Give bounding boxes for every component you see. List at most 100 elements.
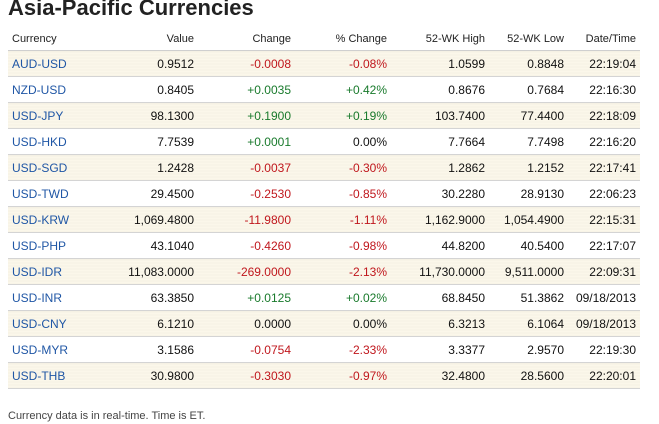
change-cell: -0.4260 <box>198 232 295 259</box>
table-row: USD-SGD 1.2428 -0.0037 -0.30% 1.2862 1.2152 22… <box>8 154 640 181</box>
high-52wk-cell: 32.4800 <box>391 362 489 389</box>
currency-pair-link[interactable]: USD-KRW <box>12 212 70 227</box>
value-cell: 11,083.0000 <box>100 258 198 285</box>
low-52wk-cell: 0.8848 <box>489 50 568 77</box>
datetime-cell: 22:16:30 <box>568 76 640 103</box>
currency-pair-link[interactable]: USD-PHP <box>12 238 67 253</box>
pct-change-cell: -0.30% <box>295 154 391 181</box>
high-52wk-cell: 7.7664 <box>391 128 489 155</box>
value-cell: 0.8405 <box>100 76 198 103</box>
datetime-cell: 22:17:07 <box>568 232 640 259</box>
currency-cell: USD-TWD <box>8 180 100 207</box>
low-52wk-cell: 7.7498 <box>489 128 568 155</box>
pct-change-cell: 0.00% <box>295 128 391 155</box>
currency-table: Currency Value Change % Change 52-WK Hig… <box>8 27 640 389</box>
high-52wk-cell: 68.8450 <box>391 284 489 311</box>
value-cell: 3.1586 <box>100 336 198 363</box>
high-52wk-cell: 0.8676 <box>391 76 489 103</box>
currency-pair-link[interactable]: USD-IDR <box>12 264 62 279</box>
datetime-cell: 22:19:30 <box>568 336 640 363</box>
high-52wk-cell: 30.2280 <box>391 180 489 207</box>
table-row: AUD-USD 0.9512 -0.0008 -0.08% 1.0599 0.8848 22… <box>8 50 640 77</box>
currency-pair-link[interactable]: USD-TWD <box>12 186 69 201</box>
column-header-change: Change <box>198 27 295 51</box>
change-cell: -0.0037 <box>198 154 295 181</box>
datetime-cell: 22:06:23 <box>568 180 640 207</box>
table-row: USD-CNY 6.1210 0.0000 0.00% 6.3213 6.1064 09/1… <box>8 310 640 337</box>
currency-pair-link[interactable]: USD-JPY <box>12 108 64 123</box>
currency-cell: USD-INR <box>8 284 100 311</box>
pct-change-cell: +0.42% <box>295 76 391 103</box>
change-cell: +0.0125 <box>198 284 295 311</box>
column-header-52wk-low: 52-WK Low <box>489 27 568 51</box>
column-header-datetime: Date/Time <box>568 27 640 51</box>
currency-cell: NZD-USD <box>8 76 100 103</box>
table-body: AUD-USD 0.9512 -0.0008 -0.08% 1.0599 0.8848 22… <box>8 50 640 389</box>
column-header-currency: Currency <box>8 27 100 51</box>
currency-pair-link[interactable]: USD-MYR <box>12 342 68 357</box>
currency-cell: AUD-USD <box>8 50 100 77</box>
high-52wk-cell: 103.7400 <box>391 102 489 129</box>
change-cell: +0.0035 <box>198 76 295 103</box>
change-cell: -0.0754 <box>198 336 295 363</box>
pct-change-cell: -0.98% <box>295 232 391 259</box>
currency-cell: USD-CNY <box>8 310 100 337</box>
datetime-cell: 09/18/2013 <box>568 310 640 337</box>
column-header-52wk-high: 52-WK High <box>391 27 489 51</box>
change-cell: +0.1900 <box>198 102 295 129</box>
change-cell: -0.3030 <box>198 362 295 389</box>
pct-change-cell: +0.19% <box>295 102 391 129</box>
low-52wk-cell: 28.5600 <box>489 362 568 389</box>
low-52wk-cell: 6.1064 <box>489 310 568 337</box>
high-52wk-cell: 1.0599 <box>391 50 489 77</box>
pct-change-cell: +0.02% <box>295 284 391 311</box>
currency-cell: USD-KRW <box>8 206 100 233</box>
currency-cell: USD-THB <box>8 362 100 389</box>
currency-cell: USD-JPY <box>8 102 100 129</box>
currency-pair-link[interactable]: AUD-USD <box>12 56 67 71</box>
table-header-row: Currency Value Change % Change 52-WK Hig… <box>8 27 640 51</box>
currency-pair-link[interactable]: USD-SGD <box>12 160 68 175</box>
currency-pair-link[interactable]: USD-CNY <box>12 316 67 331</box>
table-row: NZD-USD 0.8405 +0.0035 +0.42% 0.8676 0.7684 22… <box>8 76 640 103</box>
low-52wk-cell: 40.5400 <box>489 232 568 259</box>
datetime-cell: 22:18:09 <box>568 102 640 129</box>
change-cell: -0.0008 <box>198 50 295 77</box>
high-52wk-cell: 6.3213 <box>391 310 489 337</box>
pct-change-cell: -1.11% <box>295 206 391 233</box>
value-cell: 63.3850 <box>100 284 198 311</box>
currency-pair-link[interactable]: USD-THB <box>12 368 66 383</box>
currency-pair-link[interactable]: NZD-USD <box>12 82 66 97</box>
table-row: USD-HKD 7.7539 +0.0001 0.00% 7.7664 7.7498 22:… <box>8 128 640 155</box>
currency-pair-link[interactable]: USD-HKD <box>12 134 67 149</box>
pct-change-cell: -0.97% <box>295 362 391 389</box>
value-cell: 1,069.4800 <box>100 206 198 233</box>
value-cell: 7.7539 <box>100 128 198 155</box>
value-cell: 29.4500 <box>100 180 198 207</box>
value-cell: 1.2428 <box>100 154 198 181</box>
currency-cell: USD-MYR <box>8 336 100 363</box>
change-cell: -269.0000 <box>198 258 295 285</box>
table-row: USD-IDR 11,083.0000 -269.0000 -2.13% 11,730.… <box>8 258 640 285</box>
low-52wk-cell: 0.7684 <box>489 76 568 103</box>
high-52wk-cell: 3.3377 <box>391 336 489 363</box>
column-header-value: Value <box>100 27 198 51</box>
value-cell: 43.1040 <box>100 232 198 259</box>
pct-change-cell: -0.85% <box>295 180 391 207</box>
high-52wk-cell: 1.2862 <box>391 154 489 181</box>
page-title: Asia-Pacific Currencies <box>8 0 254 20</box>
table-row: USD-TWD 29.4500 -0.2530 -0.85% 30.2280 28.913… <box>8 180 640 207</box>
table-row: USD-JPY 98.1300 +0.1900 +0.19% 103.7400 77.44… <box>8 102 640 129</box>
value-cell: 98.1300 <box>100 102 198 129</box>
currency-cell: USD-HKD <box>8 128 100 155</box>
datetime-cell: 22:19:04 <box>568 50 640 77</box>
high-52wk-cell: 44.8200 <box>391 232 489 259</box>
currency-pair-link[interactable]: USD-INR <box>12 290 62 305</box>
change-cell: -11.9800 <box>198 206 295 233</box>
datetime-cell: 22:20:01 <box>568 362 640 389</box>
currency-cell: USD-IDR <box>8 258 100 285</box>
currency-cell: USD-PHP <box>8 232 100 259</box>
high-52wk-cell: 11,730.0000 <box>391 258 489 285</box>
currency-cell: USD-SGD <box>8 154 100 181</box>
low-52wk-cell: 1,054.4900 <box>489 206 568 233</box>
